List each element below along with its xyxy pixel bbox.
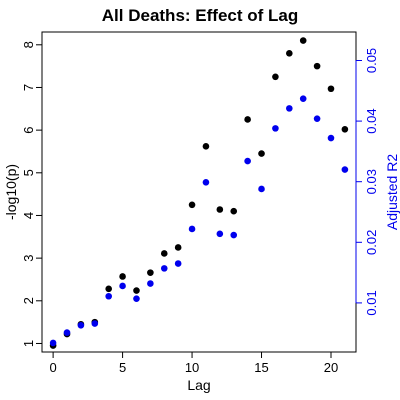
y-axis-right: 0.01 0.02 0.03 0.04 0.05 [355, 48, 379, 316]
point-right [230, 231, 238, 239]
point-right [313, 115, 321, 122]
point-left [230, 207, 238, 215]
point-left [286, 50, 293, 57]
chart-title: All Deaths: Effect of Lag [102, 6, 298, 25]
y-tick-label: 6 [21, 127, 36, 134]
y2-tick-label: 0.03 [364, 169, 379, 194]
x-axis: 0 5 10 15 20 [49, 352, 338, 375]
point-left [244, 116, 251, 123]
point-right [133, 295, 140, 302]
x-tick-label: 10 [185, 360, 199, 375]
series-right-points [49, 95, 349, 347]
y2-tick-label: 0.04 [364, 108, 379, 133]
x-tick-label: 20 [324, 360, 338, 375]
series-left-points [49, 37, 349, 349]
point-left [341, 125, 349, 133]
y-tick-label: 5 [21, 169, 36, 176]
point-right [105, 292, 112, 300]
plot-frame [41, 31, 357, 353]
point-right [327, 134, 335, 142]
point-left [258, 150, 265, 157]
point-left [313, 62, 321, 70]
y-axis-label: -log10(p) [3, 164, 19, 220]
point-left [216, 206, 224, 213]
point-right [244, 157, 251, 165]
point-left [119, 273, 126, 280]
y-tick-label: 8 [21, 41, 36, 48]
point-right [160, 265, 168, 272]
point-right [119, 282, 126, 290]
point-right [286, 105, 293, 112]
point-right [341, 166, 349, 173]
point-right [63, 329, 71, 336]
y2-tick-label: 0.01 [364, 290, 379, 315]
point-right [188, 225, 196, 233]
point-right [147, 280, 154, 287]
y-tick-label: 1 [21, 340, 36, 347]
point-right [272, 125, 279, 132]
y-tick-label: 7 [21, 84, 36, 91]
point-left [299, 37, 307, 44]
y-tick-label: 3 [21, 255, 36, 262]
point-left [105, 285, 112, 293]
point-left [174, 244, 182, 251]
point-right [299, 95, 307, 102]
y2-tick-label: 0.05 [364, 48, 379, 73]
x-tick-label: 5 [119, 360, 126, 375]
point-right [174, 260, 182, 267]
point-left [133, 287, 140, 294]
point-right [91, 320, 99, 327]
point-left [327, 85, 335, 93]
point-left [160, 250, 168, 257]
y2-axis-label: Adjusted R2 [384, 154, 400, 230]
point-right [77, 322, 85, 329]
y2-tick-label: 0.02 [364, 230, 379, 255]
x-axis-label: Lag [187, 377, 210, 393]
x-tick-label: 0 [49, 360, 56, 375]
y-tick-label: 4 [21, 212, 36, 219]
point-right [49, 339, 57, 347]
x-tick-label: 15 [254, 360, 268, 375]
y-tick-label: 2 [21, 297, 36, 304]
point-right [216, 230, 224, 238]
point-left [202, 143, 210, 150]
y-axis-left: 1 2 3 4 5 6 7 8 [21, 41, 42, 347]
point-right [202, 179, 210, 186]
point-left [147, 269, 154, 276]
point-left [272, 73, 279, 81]
point-right [258, 185, 265, 193]
point-left [188, 201, 196, 209]
